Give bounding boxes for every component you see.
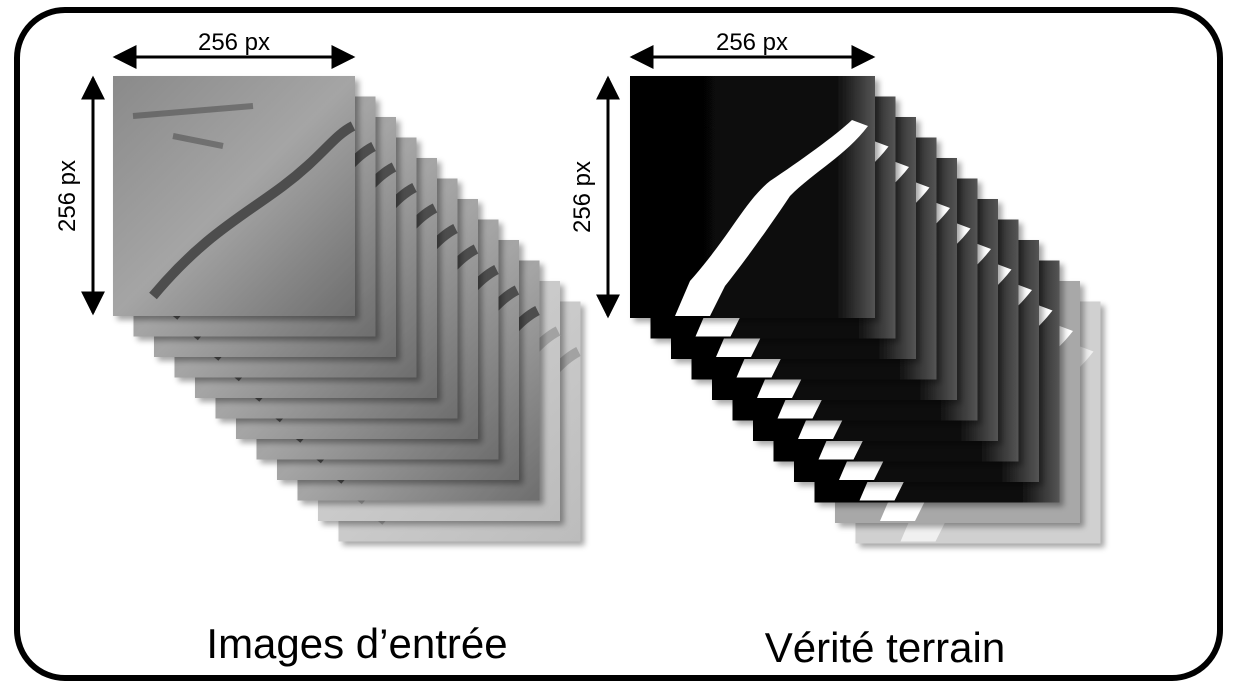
- height-label: 256 px: [569, 161, 596, 233]
- width-label: 256 px: [198, 29, 270, 56]
- mask-layer: [630, 76, 875, 318]
- height-label: 256 px: [54, 160, 81, 232]
- caption: Images d’entrée: [206, 620, 507, 667]
- width-label: 256 px: [716, 29, 788, 56]
- mask: [630, 76, 875, 318]
- diagram: 256 px 256 px 256 px 256 px Images d’ent…: [0, 0, 1235, 686]
- image-layer: [113, 76, 355, 316]
- caption: Vérité terrain: [765, 624, 1005, 671]
